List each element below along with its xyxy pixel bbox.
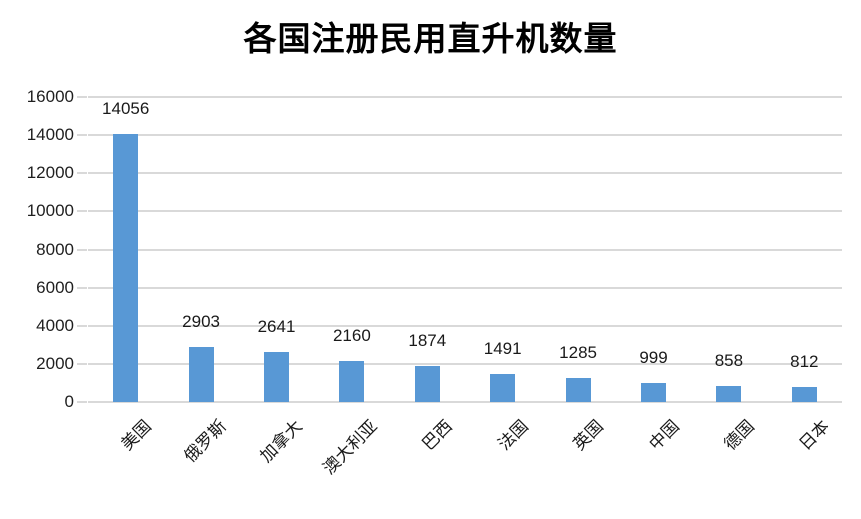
data-label: 2903	[182, 311, 220, 331]
data-label: 2160	[332, 325, 371, 345]
x-axis-label: 澳大利亚	[319, 416, 381, 479]
bar-美国	[113, 134, 139, 402]
y-axis-label: 12000	[26, 163, 74, 183]
y-axis-label: 16000	[26, 87, 74, 106]
bar-巴西	[414, 366, 440, 402]
bar-澳大利亚	[339, 360, 365, 402]
y-axis-tick	[77, 96, 87, 98]
data-label: 812	[790, 351, 819, 371]
data-label: 1874	[408, 331, 447, 351]
bar-日本	[791, 386, 817, 402]
gridline	[88, 362, 842, 365]
gridline	[88, 96, 842, 98]
data-label: 858	[714, 350, 744, 370]
gridline	[88, 324, 842, 327]
y-axis-label: 0	[64, 392, 74, 411]
data-label: 14056	[102, 99, 150, 119]
x-axis-label: 法国	[494, 416, 532, 455]
y-axis-tick	[77, 401, 87, 403]
data-label: 1285	[559, 342, 597, 362]
y-axis-tick	[77, 172, 87, 175]
y-axis-label: 2000	[36, 353, 74, 373]
bar-法国	[490, 373, 516, 402]
x-axis-label: 俄罗斯	[180, 416, 231, 467]
bar-加拿大	[264, 351, 289, 402]
x-axis-label: 中国	[644, 416, 683, 455]
y-axis-tick	[77, 324, 87, 327]
y-axis-label: 10000	[26, 201, 74, 221]
x-axis-label: 英国	[569, 416, 608, 455]
y-axis-tick	[77, 286, 87, 289]
gridline	[88, 172, 842, 175]
y-axis-tick	[77, 210, 87, 213]
bar-德国	[716, 385, 742, 402]
gridline	[88, 401, 842, 403]
y-axis-label: 6000	[36, 277, 74, 297]
x-axis-label: 日本	[795, 416, 834, 455]
data-label: 1491	[483, 338, 522, 358]
gridline	[88, 286, 842, 289]
bar-中国	[641, 382, 666, 402]
y-axis-label: 8000	[36, 239, 74, 259]
x-axis-label: 巴西	[418, 416, 457, 455]
gridline	[88, 248, 842, 251]
y-axis-label: 14000	[26, 125, 74, 145]
y-axis-label: 4000	[36, 315, 74, 335]
data-label: 999	[639, 347, 668, 367]
bar-俄罗斯	[188, 346, 214, 402]
gridline	[88, 134, 842, 137]
chart-title: 各国注册民用直升机数量	[243, 20, 618, 57]
y-axis-tick	[77, 248, 87, 251]
y-axis-tick	[77, 134, 87, 137]
x-axis-label: 德国	[720, 416, 758, 455]
gridline	[88, 210, 842, 213]
x-axis-label: 加拿大	[255, 416, 306, 467]
x-axis-label: 美国	[117, 416, 155, 455]
bar-英国	[565, 377, 591, 402]
data-label: 2641	[257, 316, 296, 336]
y-axis-tick	[77, 362, 87, 365]
